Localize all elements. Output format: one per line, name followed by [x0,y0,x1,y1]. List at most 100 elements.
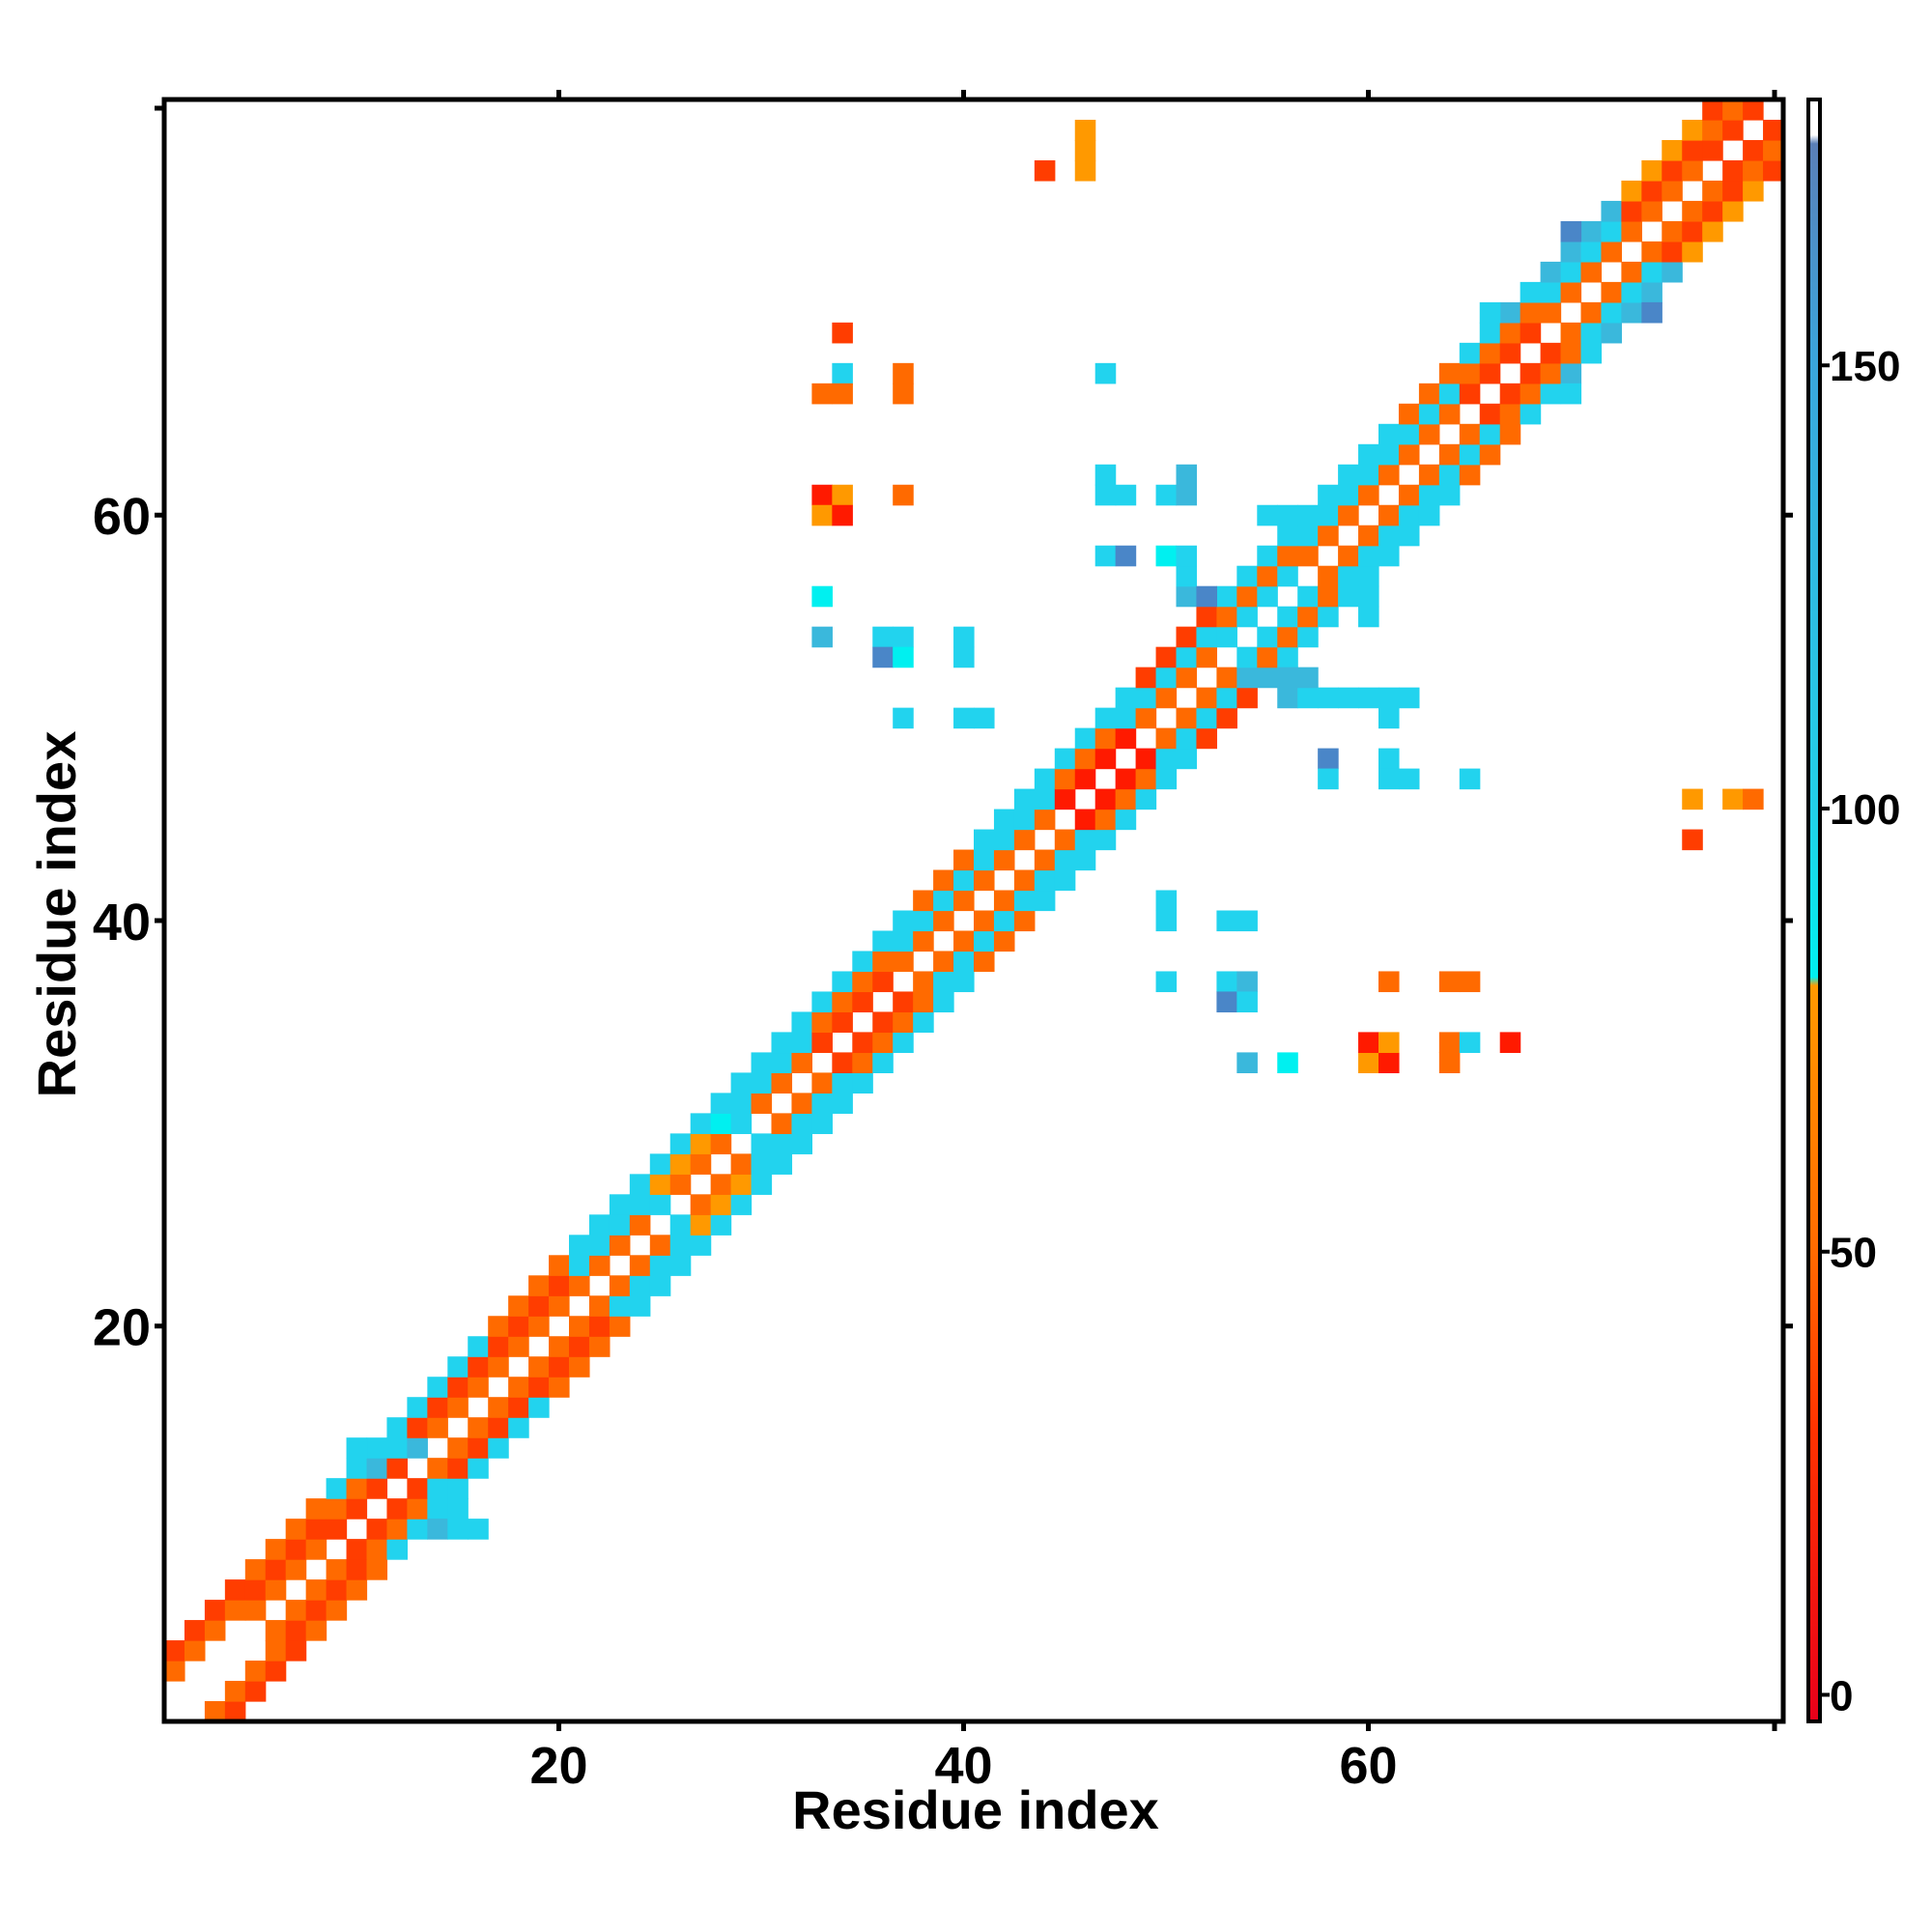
heatmap-cell [1176,626,1198,648]
heatmap-cell [1277,626,1298,648]
heatmap-cell [1520,383,1542,405]
heatmap-cell [893,707,914,729]
heatmap-cell [1257,626,1278,648]
heatmap-cell [1601,220,1622,242]
heatmap-cell [508,1377,529,1398]
heatmap-cell [305,1600,327,1621]
heatmap-cell [1277,565,1298,587]
heatmap-cell [1520,322,1542,344]
heatmap-cell [751,1093,773,1114]
heatmap-cell [649,1255,671,1276]
heatmap-cell [1358,484,1379,506]
heatmap-cell [1459,443,1481,466]
heatmap-cell [447,1519,469,1540]
colorbar-tick-label: 150 [1830,343,1900,390]
heatmap-cell [1378,1032,1400,1054]
heatmap-cell [1358,443,1379,466]
heatmap-cell [1318,768,1339,790]
heatmap-cell [184,1620,206,1641]
heatmap-cell [447,1478,469,1499]
heatmap-cell [1054,869,1076,892]
heatmap-cell [1358,1052,1379,1073]
heatmap-cell [1318,606,1339,628]
heatmap-cell [1176,707,1198,729]
heatmap-cell [1135,768,1157,790]
heatmap-cell [1094,748,1117,770]
heatmap-cell [427,1478,448,1499]
heatmap-cell [1438,403,1461,425]
heatmap-cell [791,1052,812,1073]
heatmap-cell [852,1072,873,1094]
heatmap-cell [1216,991,1237,1013]
heatmap-cell [913,930,934,952]
heatmap-cell [690,1194,712,1215]
colorbar-tick-label: 0 [1830,1672,1853,1719]
heatmap-cell [974,829,995,851]
heatmap-cell [811,585,833,608]
heatmap-cell [1176,585,1198,608]
heatmap-cell [366,1539,388,1560]
heatmap-cell [285,1559,307,1580]
heatmap-cell [710,1214,732,1236]
heatmap-cell [549,1336,570,1357]
heatmap-cell [811,1011,833,1034]
heatmap-cell [771,1133,793,1154]
heatmap-cell [893,951,914,973]
heatmap-cell [974,869,995,892]
heatmap-cell [1115,545,1137,567]
heatmap-cell [913,991,934,1013]
heatmap-cell [730,1153,753,1175]
heatmap-cell [588,1295,611,1317]
heatmap-cell [1479,322,1501,344]
heatmap-cell [1257,667,1278,689]
heatmap-cell [629,1295,651,1317]
heatmap-cell [407,1397,428,1418]
heatmap-cell [1702,200,1723,222]
heatmap-cell [1318,484,1339,506]
heatmap-cell [549,1356,570,1378]
heatmap-cell [872,971,894,993]
heatmap-cell [690,1214,712,1236]
heatmap-cell [1540,261,1562,283]
heatmap-cell [1074,727,1096,750]
heatmap-cell [427,1458,448,1479]
heatmap-cell [244,1579,267,1601]
heatmap-cell [1438,362,1461,384]
heatmap-cell [1318,748,1339,770]
heatmap-cell [468,1336,489,1357]
heatmap-cell [791,1113,812,1134]
heatmap-cell [1662,220,1683,242]
heatmap-cell [1662,241,1683,263]
heatmap-cell [528,1397,550,1418]
heatmap-cell [1641,200,1662,222]
heatmap-cell [1196,687,1217,709]
heatmap-cell [1013,788,1036,810]
heatmap-cell [265,1559,287,1580]
heatmap-cell [1074,119,1096,141]
heatmap-cell [244,1559,267,1580]
heatmap-cell [872,626,894,648]
heatmap-cell [1236,667,1258,689]
heatmap-cell [974,849,995,871]
heatmap-cell [913,890,934,912]
heatmap-cell [447,1377,469,1398]
heatmap-cell [1257,504,1278,526]
heatmap-cell [1398,687,1420,709]
heatmap-cell [629,1174,651,1195]
heatmap-cell [872,930,894,952]
heatmap-cell [993,829,1015,851]
heatmap-cell [832,991,853,1013]
heatmap-cell [244,1681,267,1702]
heatmap-cell [1722,788,1744,810]
heatmap-cell [1499,1032,1521,1054]
heatmap-cell [669,1255,692,1276]
heatmap-cell [1520,362,1542,384]
heatmap-cell [1479,443,1501,466]
heatmap-cell [1155,646,1178,668]
heatmap-cell [933,951,954,973]
heatmap-cell [811,1113,833,1134]
heatmap-cell [468,1377,489,1398]
heatmap-cell [1560,342,1582,364]
heatmap-cell [1236,606,1258,628]
heatmap-cell [1499,322,1521,344]
